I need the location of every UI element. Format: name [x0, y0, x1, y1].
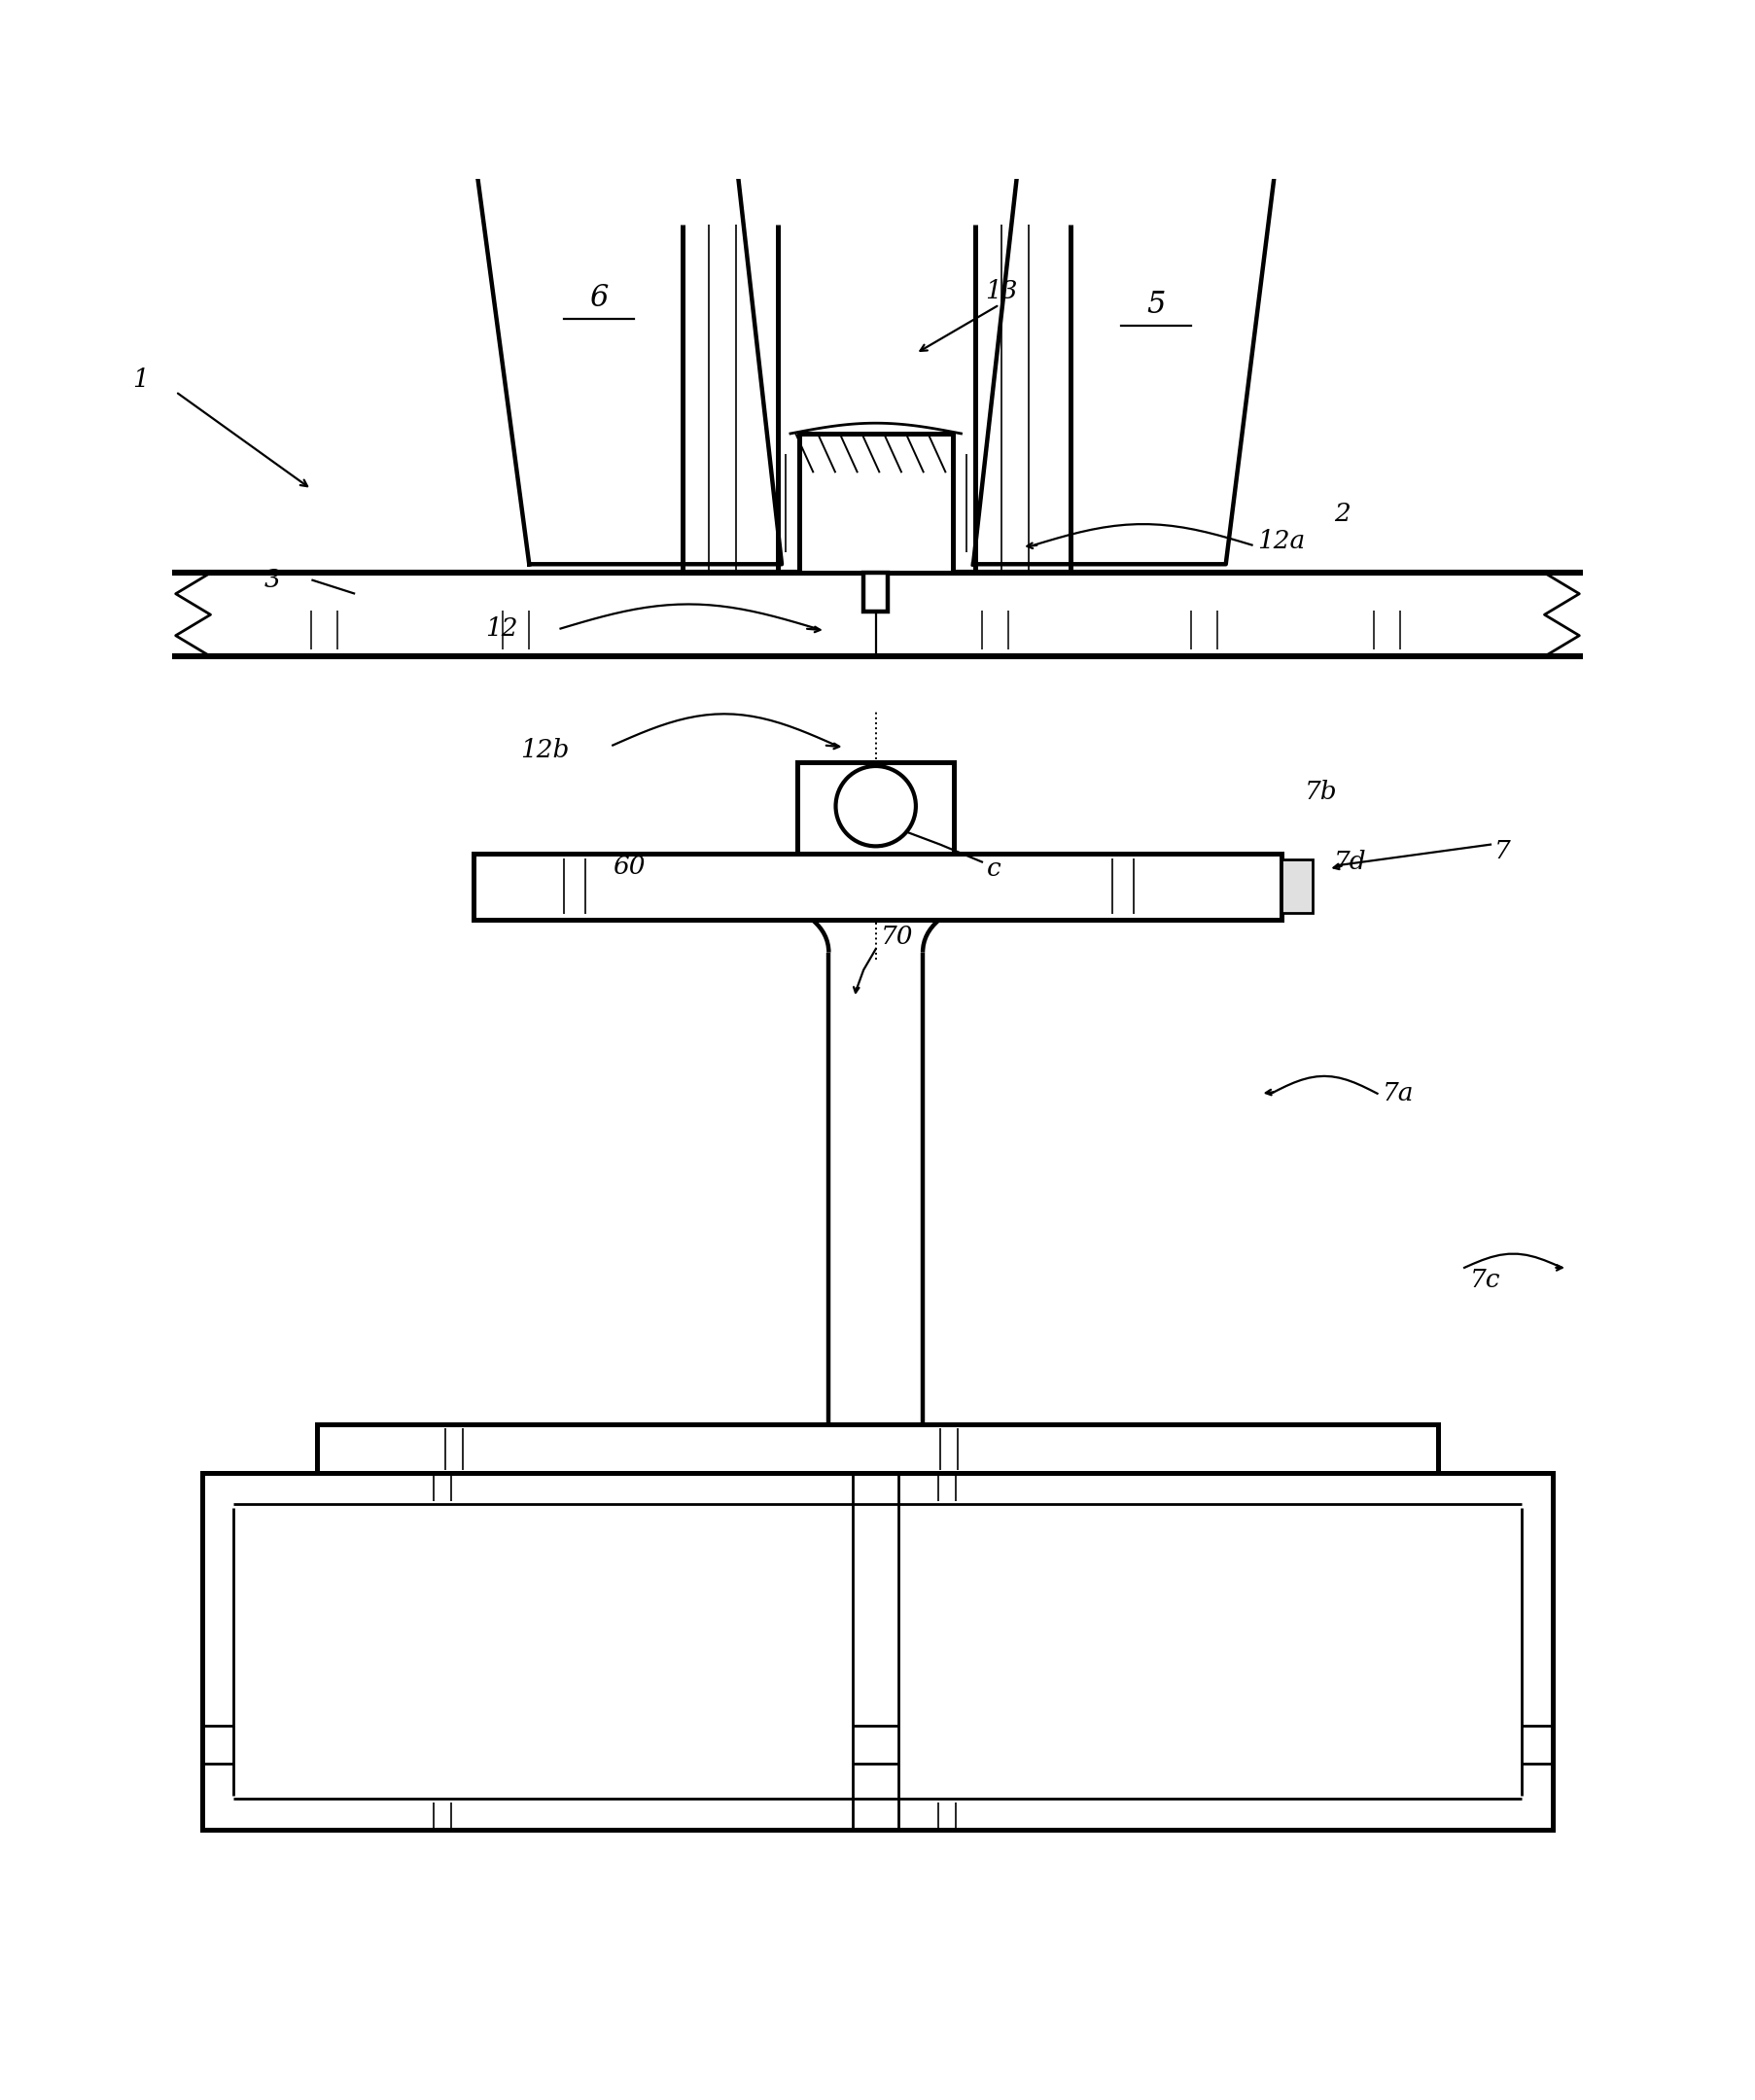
Text: 12: 12	[486, 617, 518, 640]
Text: 1: 1	[132, 368, 149, 393]
Text: 7d: 7d	[1334, 850, 1367, 874]
Text: c: c	[988, 857, 1002, 882]
Text: 12b: 12b	[521, 739, 569, 762]
Bar	[799, 433, 953, 573]
Bar	[316, 1424, 1439, 1474]
Bar	[863, 573, 888, 611]
Text: 70: 70	[881, 924, 914, 949]
Text: 7c: 7c	[1469, 1268, 1501, 1291]
Bar	[797, 762, 955, 853]
Text: 3: 3	[265, 567, 281, 592]
Text: 7a: 7a	[1383, 1082, 1415, 1107]
Text: 12a: 12a	[1257, 529, 1306, 554]
Text: 5: 5	[1146, 290, 1165, 319]
Bar	[474, 853, 1281, 920]
Bar	[1281, 859, 1313, 914]
Text: 7: 7	[1494, 840, 1511, 863]
Text: 7b: 7b	[1304, 779, 1337, 804]
Text: 6: 6	[590, 284, 609, 313]
Circle shape	[835, 766, 916, 846]
Text: 2: 2	[1334, 502, 1350, 525]
Text: 13: 13	[986, 279, 1018, 302]
Bar	[202, 1474, 1553, 1829]
Text: 60: 60	[612, 855, 646, 880]
